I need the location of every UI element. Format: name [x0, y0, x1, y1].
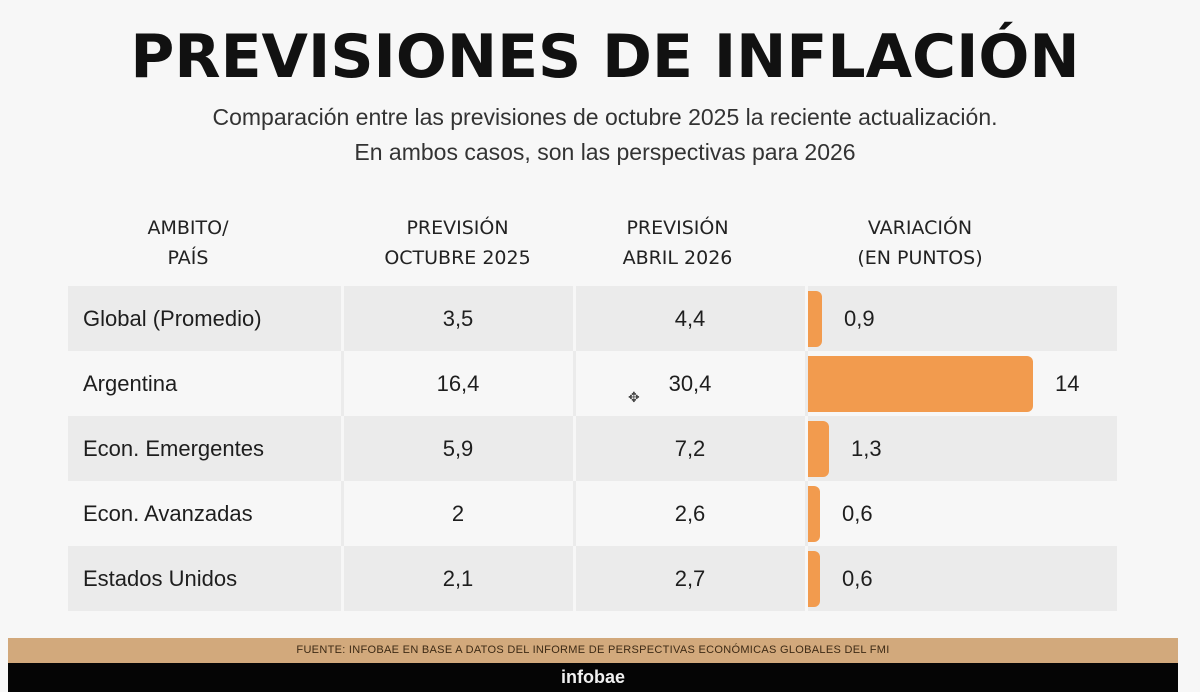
row-label: Econ. Emergentes [83, 436, 264, 461]
value-abril-2026: 2,6 [674, 501, 706, 526]
column-header-octubre: PREVISIÓN OCTUBRE 2025 [384, 217, 531, 269]
column-separator [805, 481, 808, 546]
value-octubre-2025: 5,9 [442, 436, 474, 461]
column-separator [805, 416, 808, 481]
value-octubre-2025: 16,4 [436, 371, 480, 396]
variation-label: 1,3 [851, 436, 882, 461]
variation-label: 0,6 [842, 566, 873, 591]
subtitle-line-1: Comparación entre las previsiones de oct… [212, 104, 998, 130]
mouse-cursor-icon: ✥ [628, 390, 640, 406]
column-separator [341, 286, 344, 351]
variation-bar [808, 486, 820, 542]
value-abril-2026: 7,2 [674, 436, 706, 461]
value-abril-2026: 2,7 [674, 566, 706, 591]
brand-logo: infobae [8, 663, 1178, 692]
column-header-variacion: VARIACIÓN (EN PUNTOS) [857, 217, 983, 269]
variation-bar [808, 421, 829, 477]
table-row: Econ. Avanzadas 2 2,6 0,6 [68, 481, 1117, 546]
column-separator [573, 546, 576, 611]
column-separator [805, 286, 808, 351]
variation-label: 0,9 [844, 306, 875, 331]
source-note: FUENTE: INFOBAE EN BASE A DATOS DEL INFO… [8, 638, 1178, 663]
variation-bar [808, 551, 820, 607]
variation-bar [808, 291, 822, 347]
column-header-ambito: AMBITO/ PAÍS [147, 217, 229, 269]
column-separator [341, 416, 344, 481]
row-label: Global (Promedio) [83, 306, 262, 331]
chart-title: PREVISIONES DE INFLACIÓN [130, 22, 1080, 92]
value-octubre-2025: 2,1 [442, 566, 474, 591]
inflation-table: Global (Promedio) 3,5 4,4 0,9 Argentina 16,4 3… [68, 286, 1117, 611]
column-separator [341, 546, 344, 611]
column-separator [573, 286, 576, 351]
table-row: Global (Promedio) 3,5 4,4 0,9 [68, 286, 1117, 351]
value-abril-2026: 30,4 [668, 371, 712, 396]
subtitle-line-2: En ambos casos, son las perspectivas par… [354, 139, 856, 165]
table-row: Estados Unidos 2,1 2,7 0,6 [68, 546, 1117, 611]
value-octubre-2025: 2 [451, 501, 465, 526]
column-header-abril: PREVISIÓN ABRIL 2026 [622, 217, 733, 269]
column-separator [573, 351, 576, 416]
column-separator [573, 416, 576, 481]
column-separator [805, 351, 808, 416]
value-octubre-2025: 3,5 [442, 306, 474, 331]
column-separator [341, 481, 344, 546]
table-row: Econ. Emergentes 5,9 7,2 1,3 [68, 416, 1117, 481]
variation-label: 0,6 [842, 501, 873, 526]
column-separator [573, 481, 576, 546]
column-separator [341, 351, 344, 416]
value-abril-2026: 4,4 [674, 306, 706, 331]
row-label: Argentina [83, 371, 178, 396]
row-label: Estados Unidos [83, 566, 238, 591]
variation-label: 14 [1055, 371, 1080, 396]
table-row: Argentina 16,4 30,4 14 [68, 351, 1117, 416]
row-label: Econ. Avanzadas [83, 501, 253, 526]
variation-bar [808, 356, 1033, 412]
column-separator [805, 546, 808, 611]
